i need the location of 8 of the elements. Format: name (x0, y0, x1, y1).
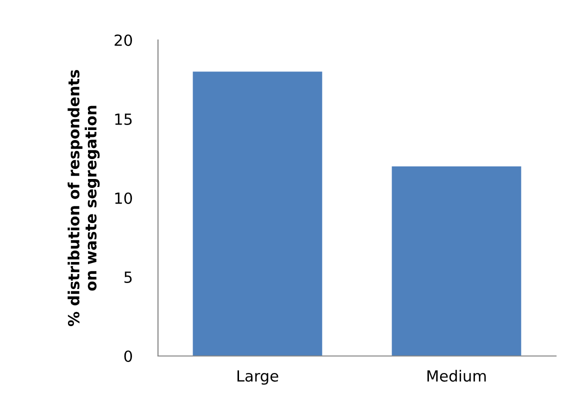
y-tick-label: 0 (124, 350, 132, 362)
y-tick-label: 5 (124, 272, 132, 284)
x-tick-label: Medium (427, 370, 486, 382)
x-tick-label: Large (238, 370, 278, 385)
y-tick-label: 10 (115, 192, 132, 204)
y-axis-title: % distribution of respondents on waste segregation (68, 70, 100, 326)
y-tick-label: 15 (115, 114, 132, 126)
y-tick-label: 20 (114, 34, 132, 46)
